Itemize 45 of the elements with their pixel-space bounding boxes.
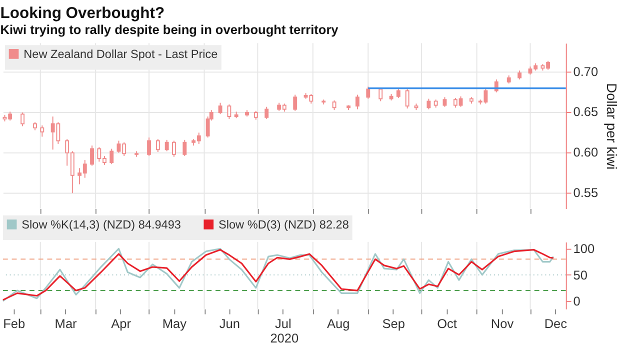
y-tick-label: 0.60 (573, 144, 598, 160)
candlestick (442, 96, 447, 108)
x-tick-label: Sep (382, 316, 405, 332)
candlestick (405, 88, 410, 109)
candlestick (264, 106, 269, 120)
y-tick-label: 0.55 (573, 184, 598, 200)
candlestick (293, 94, 298, 112)
candlestick (355, 94, 360, 110)
chart-subtitle: Kiwi trying to rally despite being in overbought territory (0, 22, 340, 37)
y-tick-label: 0.65 (573, 104, 598, 120)
x-tick-label: Mar (54, 316, 78, 332)
candlestick (227, 104, 232, 120)
candlestick (40, 124, 44, 138)
x-tick-label: Feb (3, 316, 26, 332)
candlestick (396, 88, 400, 98)
x-tick-label: Dec (544, 316, 568, 332)
candlestick (172, 140, 176, 158)
candlestick (164, 139, 169, 152)
candlestick (147, 136, 151, 157)
text: 2020 (270, 330, 299, 346)
legend-label: New Zealand Dollar Spot - Last Price (24, 46, 218, 61)
y-axis-title: Dollar per kiwi (604, 83, 620, 170)
candlestick (218, 102, 222, 115)
legend-label: Slow %D(3) (NZD) 82.28 (218, 217, 350, 232)
x-tick-label: Oct (437, 316, 458, 332)
y-tick-label: 100 (573, 241, 595, 256)
x-tick-label: May (162, 316, 188, 332)
chart-title: Looking Overbought? (0, 5, 165, 22)
x-tick-label: Jul (274, 316, 292, 332)
x-tick-label: Aug (326, 316, 350, 332)
candlestick (366, 86, 370, 100)
candlestick (426, 98, 431, 110)
y-tick-label: 0.70 (573, 64, 598, 79)
candlestick (332, 100, 336, 111)
candlestick (156, 138, 160, 152)
candlestick (20, 112, 25, 127)
x-tick-label: Nov (490, 316, 514, 332)
y-tick-label: 50 (573, 267, 588, 282)
candlestick (110, 148, 114, 165)
x-tick-label: Apr (111, 316, 132, 332)
x-tick-label: Jun (219, 316, 240, 332)
candlestick (90, 145, 94, 166)
legend-label: Slow %K(14,3) (NZD) 84.9493 (22, 217, 182, 232)
candlestick (182, 139, 187, 157)
y-tick-label: 0 (573, 293, 580, 308)
